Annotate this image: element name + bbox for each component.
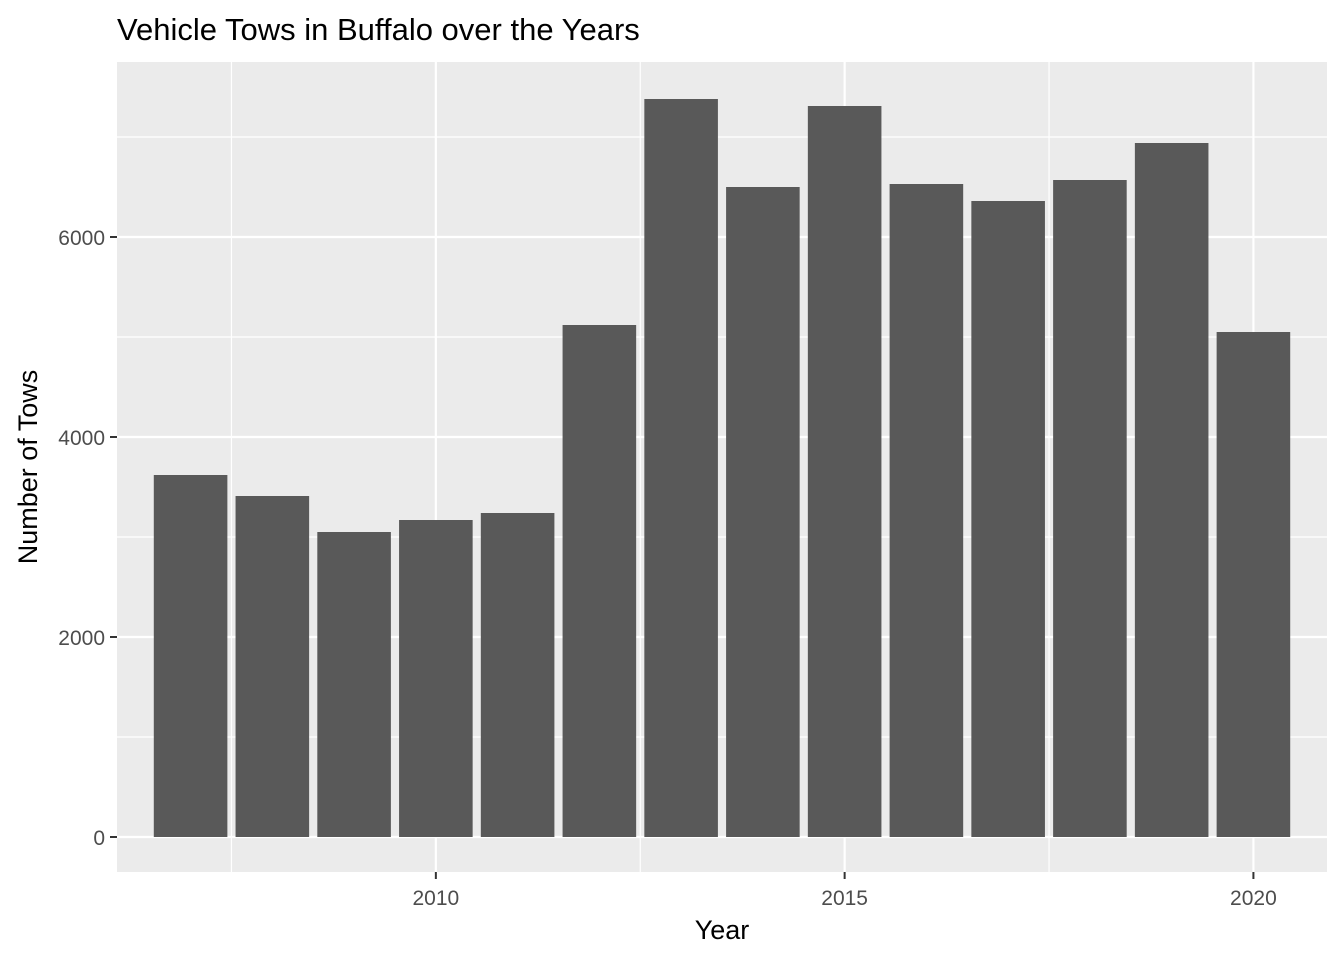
- bar-2020: [1216, 332, 1291, 837]
- bars: [153, 99, 1291, 837]
- bar-2008: [235, 496, 310, 837]
- bar-2012: [562, 325, 637, 837]
- bar-2013: [644, 99, 718, 837]
- bar-2016: [889, 184, 964, 837]
- y-tick-label: 4000: [58, 427, 105, 450]
- bar-2009: [317, 532, 391, 837]
- y-axis-title: Number of Tows: [13, 370, 43, 565]
- bar-2017: [971, 201, 1045, 837]
- x-tick-label: 2020: [1230, 887, 1277, 910]
- bar-2019: [1134, 143, 1209, 837]
- y-tick-label: 2000: [58, 627, 105, 650]
- x-tick-label: 2010: [412, 887, 459, 910]
- bar-2010: [399, 520, 473, 837]
- x-axis-title: Year: [695, 915, 750, 945]
- x-tick-label: 2015: [821, 887, 868, 910]
- bar-2018: [1053, 180, 1127, 837]
- bar-2015: [807, 106, 882, 837]
- bar-2007: [153, 475, 228, 837]
- bar-2014: [726, 187, 800, 837]
- axes: 2010 2015 2020 0 2000 4000 6000: [58, 227, 1276, 910]
- y-tick-label: 0: [93, 827, 105, 850]
- bar-2011: [480, 513, 555, 837]
- y-tick-label: 6000: [58, 227, 105, 250]
- chart-title: Vehicle Tows in Buffalo over the Years: [117, 12, 640, 47]
